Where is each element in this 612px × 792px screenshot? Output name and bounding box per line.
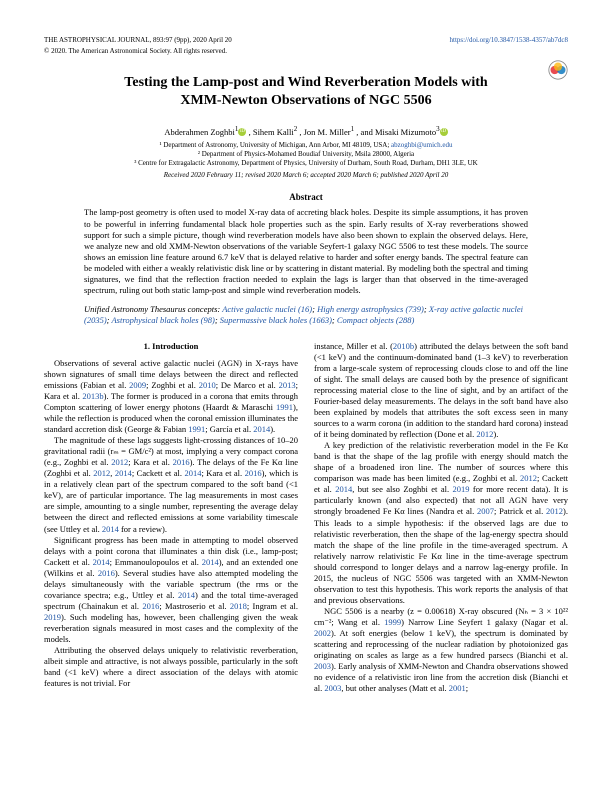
pub-dates: Received 2020 February 11; revised 2020 …	[44, 171, 568, 180]
citation-link[interactable]: 2014	[115, 468, 132, 478]
email-link[interactable]: abzoghbi@umich.edu	[391, 141, 452, 149]
citation-link[interactable]: 2018	[230, 601, 247, 611]
concept-link[interactable]: Compact objects (288)	[337, 315, 414, 325]
citation-link[interactable]: 1999	[384, 617, 401, 627]
orcid-icon[interactable]: iD	[238, 128, 246, 136]
body-para: instance, Miller et al. (2010b) attribut…	[314, 341, 568, 440]
citation-link[interactable]: 2007	[477, 506, 494, 516]
citation-link[interactable]: 2001	[449, 683, 466, 693]
citation-link[interactable]: 2012	[111, 457, 128, 467]
body-para: NGC 5506 is a nearby (z = 0.00618) X-ray…	[314, 606, 568, 694]
section-heading: 1. Introduction	[44, 341, 298, 352]
citation-link[interactable]: 1991	[276, 402, 293, 412]
abstract-heading: Abstract	[44, 192, 568, 204]
crossmark-icon[interactable]	[548, 60, 568, 80]
right-column: instance, Miller et al. (2010b) attribut…	[314, 341, 568, 695]
citation-link[interactable]: 2019	[44, 612, 61, 622]
affiliation-3: ³ Centre for Extragalactic Astronomy, De…	[44, 159, 568, 168]
citation-link[interactable]: 2012	[93, 468, 110, 478]
citation-link[interactable]: 2009	[129, 380, 146, 390]
concept-link[interactable]: Supermassive black holes (1663)	[220, 315, 332, 325]
citation-link[interactable]: 2013	[279, 380, 296, 390]
orcid-icon[interactable]: iD	[440, 128, 448, 136]
doi-link[interactable]: https://doi.org/10.3847/1538-4357/ab7dc8	[450, 36, 568, 45]
citation-link[interactable]: 2003	[324, 683, 341, 693]
body-para: Observations of several active galactic …	[44, 358, 298, 435]
body-para: Attributing the observed delays uniquely…	[44, 645, 298, 689]
citation-link[interactable]: 2014	[184, 468, 201, 478]
body-para: A key prediction of the relativistic rev…	[314, 440, 568, 606]
affiliation-2: ² Department of Physics-Mohamed Boudiaf …	[44, 150, 568, 159]
concept-link[interactable]: High energy astrophysics (739)	[317, 304, 424, 314]
body-para: Significant progress has been made in at…	[44, 535, 298, 645]
citation-link[interactable]: 2014	[253, 424, 270, 434]
paper-title: Testing the Lamp-post and Wind Reverbera…	[104, 74, 508, 110]
concept-link[interactable]: Astrophysical black holes (98)	[111, 315, 214, 325]
citation-link[interactable]: 2012	[546, 506, 563, 516]
body-para: The magnitude of these lags suggests lig…	[44, 435, 298, 534]
citation-link[interactable]: 2013b	[82, 391, 103, 401]
citation-link[interactable]: 2012	[476, 429, 493, 439]
author-4: , and Misaki Mizumoto	[356, 126, 436, 136]
abstract-text: The lamp-post geometry is often used to …	[84, 207, 528, 295]
citation-link[interactable]: 2012	[520, 473, 537, 483]
citation-link[interactable]: 2014	[102, 524, 119, 534]
copyright: © 2020. The American Astronomical Societ…	[44, 47, 568, 56]
citation-link[interactable]: 2016	[173, 457, 190, 467]
citation-link[interactable]: 2014	[335, 484, 352, 494]
author-3: , Jon M. Miller	[299, 126, 350, 136]
thesaurus-concepts: Unified Astronomy Thesaurus concepts: Ac…	[84, 304, 528, 327]
citation-link[interactable]: 2016	[98, 568, 115, 578]
citation-link[interactable]: 2010	[199, 380, 216, 390]
citation-link[interactable]: 2014	[202, 557, 219, 567]
authors: Abderahmen Zoghbi1iD , Sihem Kalli2 , Jo…	[44, 125, 568, 138]
citation-link[interactable]: 2010b	[393, 341, 414, 351]
citation-link[interactable]: 2019	[452, 484, 469, 494]
journal-ref: THE ASTROPHYSICAL JOURNAL, 893:97 (9pp),…	[44, 36, 232, 45]
affiliation-1: ¹ Department of Astronomy, University of…	[44, 141, 568, 150]
left-column: 1. Introduction Observations of several …	[44, 341, 298, 695]
author-1: Abderahmen Zoghbi	[164, 126, 235, 136]
concept-link[interactable]: Active galactic nuclei (16)	[222, 304, 312, 314]
citation-link[interactable]: 2016	[142, 601, 159, 611]
citation-link[interactable]: 2002	[314, 628, 331, 638]
author-2: , Sihem Kalli	[249, 126, 294, 136]
citation-link[interactable]: 2014	[178, 590, 195, 600]
citation-link[interactable]: 1991	[188, 424, 205, 434]
citation-link[interactable]: 2003	[314, 661, 331, 671]
citation-link[interactable]: 2016	[245, 468, 262, 478]
citation-link[interactable]: 2014	[93, 557, 110, 567]
